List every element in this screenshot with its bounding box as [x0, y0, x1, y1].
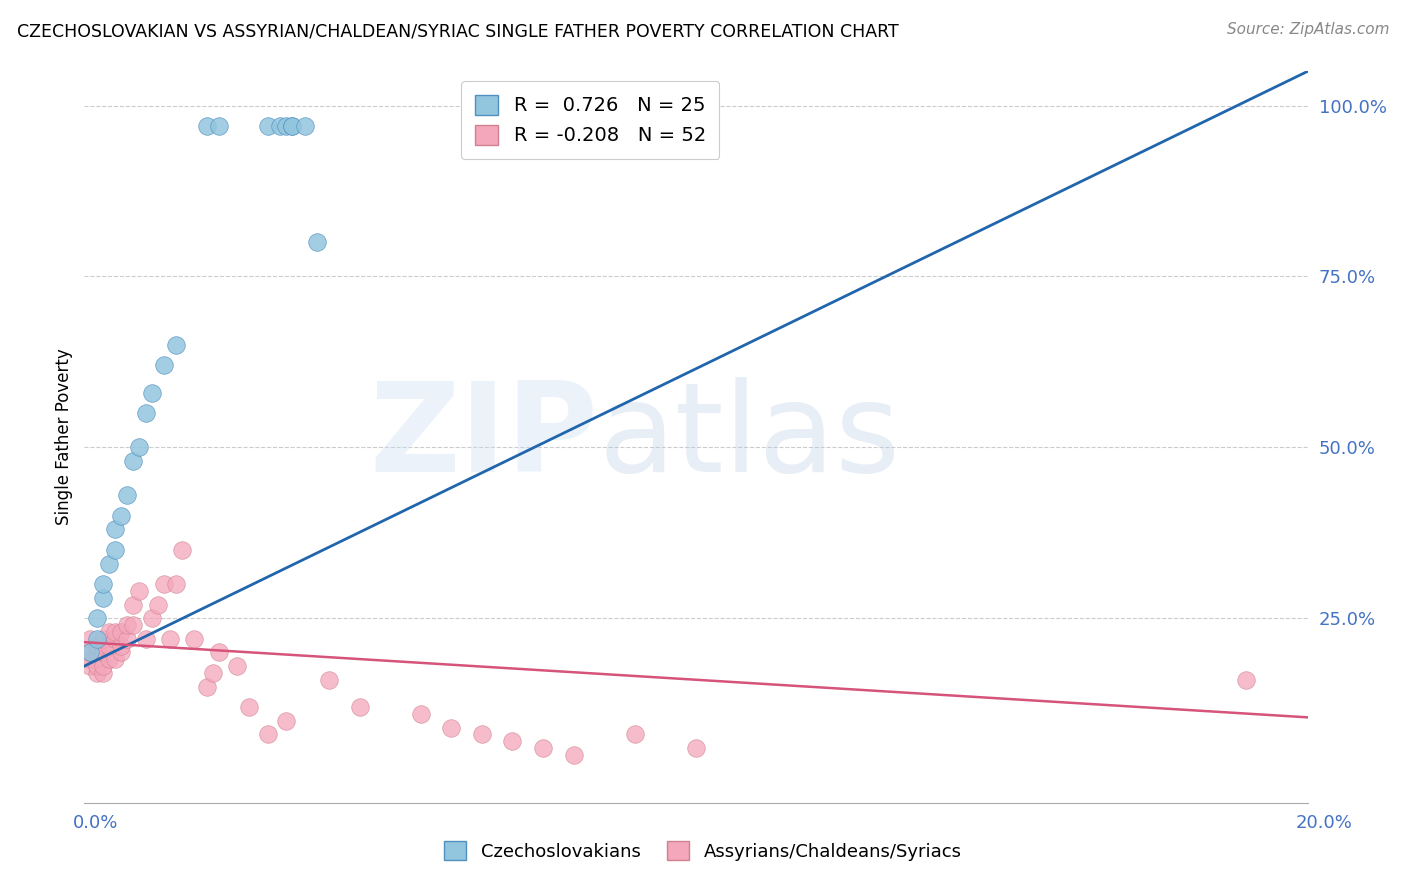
Point	[349, 700, 371, 714]
Point	[208, 645, 231, 659]
Point	[141, 611, 163, 625]
Point	[97, 624, 120, 639]
Text: atlas: atlas	[598, 376, 900, 498]
Point	[471, 727, 494, 741]
Point	[159, 632, 181, 646]
Point	[409, 706, 432, 721]
Point	[115, 488, 138, 502]
Point	[135, 406, 157, 420]
Point	[86, 611, 108, 625]
Text: Source: ZipAtlas.com: Source: ZipAtlas.com	[1226, 22, 1389, 37]
Point	[86, 632, 108, 646]
Legend: R =  0.726   N = 25, R = -0.208   N = 52: R = 0.726 N = 25, R = -0.208 N = 52	[461, 81, 720, 159]
Point	[276, 119, 298, 133]
Point	[115, 618, 138, 632]
Y-axis label: Single Father Poverty: Single Father Poverty	[55, 349, 73, 525]
Point	[276, 714, 298, 728]
Point	[91, 659, 114, 673]
Point	[624, 727, 647, 741]
Point	[110, 624, 132, 639]
Point	[685, 741, 707, 756]
Point	[104, 542, 127, 557]
Point	[79, 652, 101, 666]
Point	[128, 583, 150, 598]
Point	[86, 665, 108, 680]
Point	[281, 119, 304, 133]
Point	[201, 665, 224, 680]
Point	[135, 632, 157, 646]
Point	[97, 652, 120, 666]
Point	[110, 508, 132, 523]
Point	[226, 659, 249, 673]
Point	[110, 645, 132, 659]
Point	[86, 639, 108, 653]
Point	[165, 338, 187, 352]
Point	[531, 741, 554, 756]
Point	[79, 645, 101, 659]
Point	[238, 700, 260, 714]
Point	[146, 598, 169, 612]
Point	[79, 659, 101, 673]
Point	[183, 632, 205, 646]
Point	[294, 119, 316, 133]
Point	[104, 632, 127, 646]
Point	[122, 598, 145, 612]
Point	[115, 632, 138, 646]
Point	[86, 659, 108, 673]
Point	[269, 119, 291, 133]
Point	[122, 454, 145, 468]
Point	[104, 652, 127, 666]
Point	[153, 359, 176, 373]
Point	[128, 440, 150, 454]
Point	[91, 645, 114, 659]
Point	[104, 522, 127, 536]
Point	[141, 385, 163, 400]
Point	[195, 680, 218, 694]
Text: CZECHOSLOVAKIAN VS ASSYRIAN/CHALDEAN/SYRIAC SINGLE FATHER POVERTY CORRELATION CH: CZECHOSLOVAKIAN VS ASSYRIAN/CHALDEAN/SYR…	[17, 22, 898, 40]
Point	[91, 591, 114, 605]
Text: 20.0%: 20.0%	[1296, 814, 1353, 831]
Point	[91, 665, 114, 680]
Legend: Czechoslovakians, Assyrians/Chaldeans/Syriacs: Czechoslovakians, Assyrians/Chaldeans/Sy…	[436, 832, 970, 870]
Point	[97, 557, 120, 571]
Point	[1236, 673, 1258, 687]
Point	[165, 577, 187, 591]
Point	[281, 119, 304, 133]
Point	[208, 119, 231, 133]
Point	[440, 721, 463, 735]
Point	[257, 727, 280, 741]
Point	[91, 632, 114, 646]
Point	[502, 734, 524, 748]
Point	[562, 747, 585, 762]
Point	[153, 577, 176, 591]
Point	[110, 639, 132, 653]
Point	[195, 119, 218, 133]
Point	[318, 673, 340, 687]
Point	[172, 542, 194, 557]
Point	[305, 235, 328, 250]
Point	[97, 639, 120, 653]
Point	[91, 577, 114, 591]
Point	[122, 618, 145, 632]
Text: ZIP: ZIP	[370, 376, 598, 498]
Point	[257, 119, 280, 133]
Point	[79, 632, 101, 646]
Point	[86, 645, 108, 659]
Point	[79, 645, 101, 659]
Point	[104, 624, 127, 639]
Text: 0.0%: 0.0%	[73, 814, 118, 831]
